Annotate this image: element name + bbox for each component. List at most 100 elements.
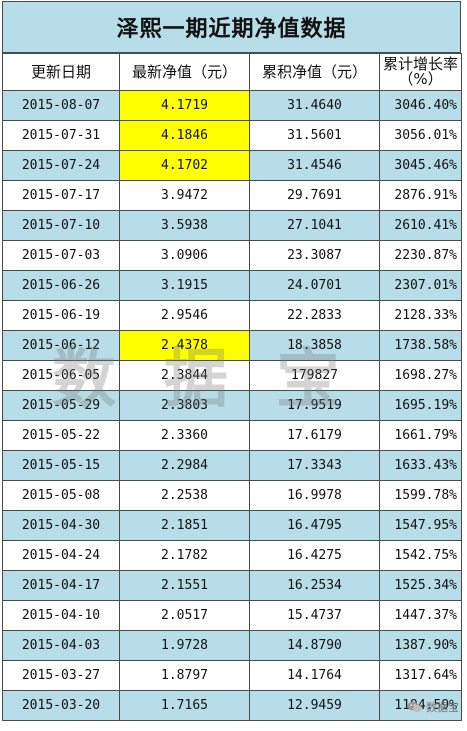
growth-rate-cell: 1547.95% (379, 510, 462, 541)
latest-nav-cell: 1.7165 (119, 690, 250, 721)
table-row: 2015-05-29 2.3803 17.9519 1695.19% (2, 390, 462, 421)
accumulated-nav-cell: 27.1041 (249, 210, 380, 241)
accumulated-nav-cell: 14.1764 (249, 660, 380, 691)
latest-nav-cell: 2.1851 (119, 510, 250, 541)
accumulated-nav-cell: 17.6179 (249, 420, 380, 451)
accumulated-nav-cell: 18.3858 (249, 330, 380, 361)
latest-nav-cell: 2.2538 (119, 480, 250, 511)
latest-nav-cell: 4.1846 (119, 120, 250, 151)
accumulated-nav-cell: 179827 (249, 360, 380, 391)
date-cell: 2015-06-12 (2, 330, 120, 361)
header-date: 更新日期 (2, 53, 120, 91)
table-row: 2015-07-24 4.1702 31.4546 3045.46% (2, 150, 462, 181)
accumulated-nav-cell: 23.3087 (249, 240, 380, 271)
growth-rate-cell: 3045.46% (379, 150, 462, 181)
table-row: 2015-05-15 2.2984 17.3343 1633.43% (2, 450, 462, 481)
date-cell: 2015-07-31 (2, 120, 120, 151)
latest-nav-cell: 1.9728 (119, 630, 250, 661)
accumulated-nav-cell: 16.2534 (249, 570, 380, 601)
date-cell: 2015-06-26 (2, 270, 120, 301)
latest-nav-cell: 3.5938 (119, 210, 250, 241)
accumulated-nav-cell: 31.4640 (249, 90, 380, 121)
latest-nav-cell: 1.8797 (119, 660, 250, 691)
latest-nav-cell: 3.1915 (119, 270, 250, 301)
growth-rate-cell: 1695.19% (379, 390, 462, 421)
source-badge: 数据宝 (407, 699, 459, 715)
page-title: 泽熙一期近期净值数据 (2, 1, 461, 53)
table-row: 2015-07-10 3.5938 27.1041 2610.41% (2, 210, 462, 241)
date-cell: 2015-07-03 (2, 240, 120, 271)
accumulated-nav-cell: 17.9519 (249, 390, 380, 421)
latest-nav-cell: 3.9472 (119, 180, 250, 211)
table-header-row: 更新日期 最新净值（元） 累积净值（元） 累计增长率（%） (2, 53, 462, 91)
table-row: 2015-05-22 2.3360 17.6179 1661.79% (2, 420, 462, 451)
table-row: 2015-07-17 3.9472 29.7691 2876.91% (2, 180, 462, 211)
table-row: 2015-03-20 1.7165 12.9459 1194.59% (2, 690, 462, 721)
nav-data-table: 更新日期 最新净值（元） 累积净值（元） 累计增长率（%） 2015-08-07… (2, 53, 462, 721)
latest-nav-cell: 4.1719 (119, 90, 250, 121)
growth-rate-cell: 1525.34% (379, 570, 462, 601)
latest-nav-cell: 3.0906 (119, 240, 250, 271)
growth-rate-cell: 1542.75% (379, 540, 462, 571)
accumulated-nav-cell: 24.0701 (249, 270, 380, 301)
growth-rate-cell: 2128.33% (379, 300, 462, 331)
table-row: 2015-04-17 2.1551 16.2534 1525.34% (2, 570, 462, 601)
growth-rate-cell: 2230.87% (379, 240, 462, 271)
accumulated-nav-cell: 16.4275 (249, 540, 380, 571)
table-body: 2015-08-07 4.1719 31.4640 3046.40% 2015-07-3… (2, 90, 462, 721)
table-row: 2015-04-30 2.1851 16.4795 1547.95% (2, 510, 462, 541)
date-cell: 2015-04-10 (2, 600, 120, 631)
table-row: 2015-06-19 2.9546 22.2833 2128.33% (2, 300, 462, 331)
wechat-icon (407, 701, 422, 713)
date-cell: 2015-07-10 (2, 210, 120, 241)
accumulated-nav-cell: 17.3343 (249, 450, 380, 481)
latest-nav-cell: 2.1551 (119, 570, 250, 601)
date-cell: 2015-03-27 (2, 660, 120, 691)
watermark: 数据宝 (52, 343, 388, 417)
latest-nav-cell: 2.4378 (119, 330, 250, 361)
date-cell: 2015-03-20 (2, 690, 120, 721)
date-cell: 2015-08-07 (2, 90, 120, 121)
accumulated-nav-cell: 22.2833 (249, 300, 380, 331)
accumulated-nav-cell: 16.9978 (249, 480, 380, 511)
growth-rate-cell: 1698.27% (379, 360, 462, 391)
date-cell: 2015-04-30 (2, 510, 120, 541)
growth-rate-cell: 3046.40% (379, 90, 462, 121)
latest-nav-cell: 2.9546 (119, 300, 250, 331)
badge-text: 数据宝 (426, 701, 459, 714)
growth-rate-cell: 1599.78% (379, 480, 462, 511)
growth-rate-cell: 1447.37% (379, 600, 462, 631)
table-row: 2015-04-03 1.9728 14.8790 1387.90% (2, 630, 462, 661)
table-row: 2015-03-27 1.8797 14.1764 1317.64% (2, 660, 462, 691)
table-row: 2015-06-12 2.4378 18.3858 1738.58% (2, 330, 462, 361)
latest-nav-cell: 2.3360 (119, 420, 250, 451)
date-cell: 2015-05-08 (2, 480, 120, 511)
date-cell: 2015-04-17 (2, 570, 120, 601)
date-cell: 2015-06-05 (2, 360, 120, 391)
header-accumulated-nav: 累积净值（元） (249, 53, 380, 91)
date-cell: 2015-05-22 (2, 420, 120, 451)
growth-rate-cell: 1633.43% (379, 450, 462, 481)
growth-rate-cell: 1738.58% (379, 330, 462, 361)
accumulated-nav-cell: 12.9459 (249, 690, 380, 721)
date-cell: 2015-04-03 (2, 630, 120, 661)
growth-rate-cell: 1317.64% (379, 660, 462, 691)
growth-rate-cell: 3056.01% (379, 120, 462, 151)
growth-rate-cell: 1194.59% (379, 690, 462, 721)
table-row: 2015-04-24 2.1782 16.4275 1542.75% (2, 540, 462, 571)
growth-rate-cell: 2307.01% (379, 270, 462, 301)
header-latest-nav: 最新净值（元） (119, 53, 250, 91)
table-row: 2015-06-26 3.1915 24.0701 2307.01% (2, 270, 462, 301)
date-cell: 2015-07-24 (2, 150, 120, 181)
latest-nav-cell: 2.0517 (119, 600, 250, 631)
date-cell: 2015-06-19 (2, 300, 120, 331)
date-cell: 2015-04-24 (2, 540, 120, 571)
table-row: 2015-06-05 2.3844 179827 1698.27% (2, 360, 462, 391)
accumulated-nav-cell: 31.5601 (249, 120, 380, 151)
accumulated-nav-cell: 15.4737 (249, 600, 380, 631)
accumulated-nav-cell: 31.4546 (249, 150, 380, 181)
latest-nav-cell: 2.2984 (119, 450, 250, 481)
date-cell: 2015-05-15 (2, 450, 120, 481)
nav-table-container: 泽熙一期近期净值数据 更新日期 最新净值（元） 累积净值（元） 累计增长率（%）… (2, 1, 462, 721)
growth-rate-cell: 2610.41% (379, 210, 462, 241)
